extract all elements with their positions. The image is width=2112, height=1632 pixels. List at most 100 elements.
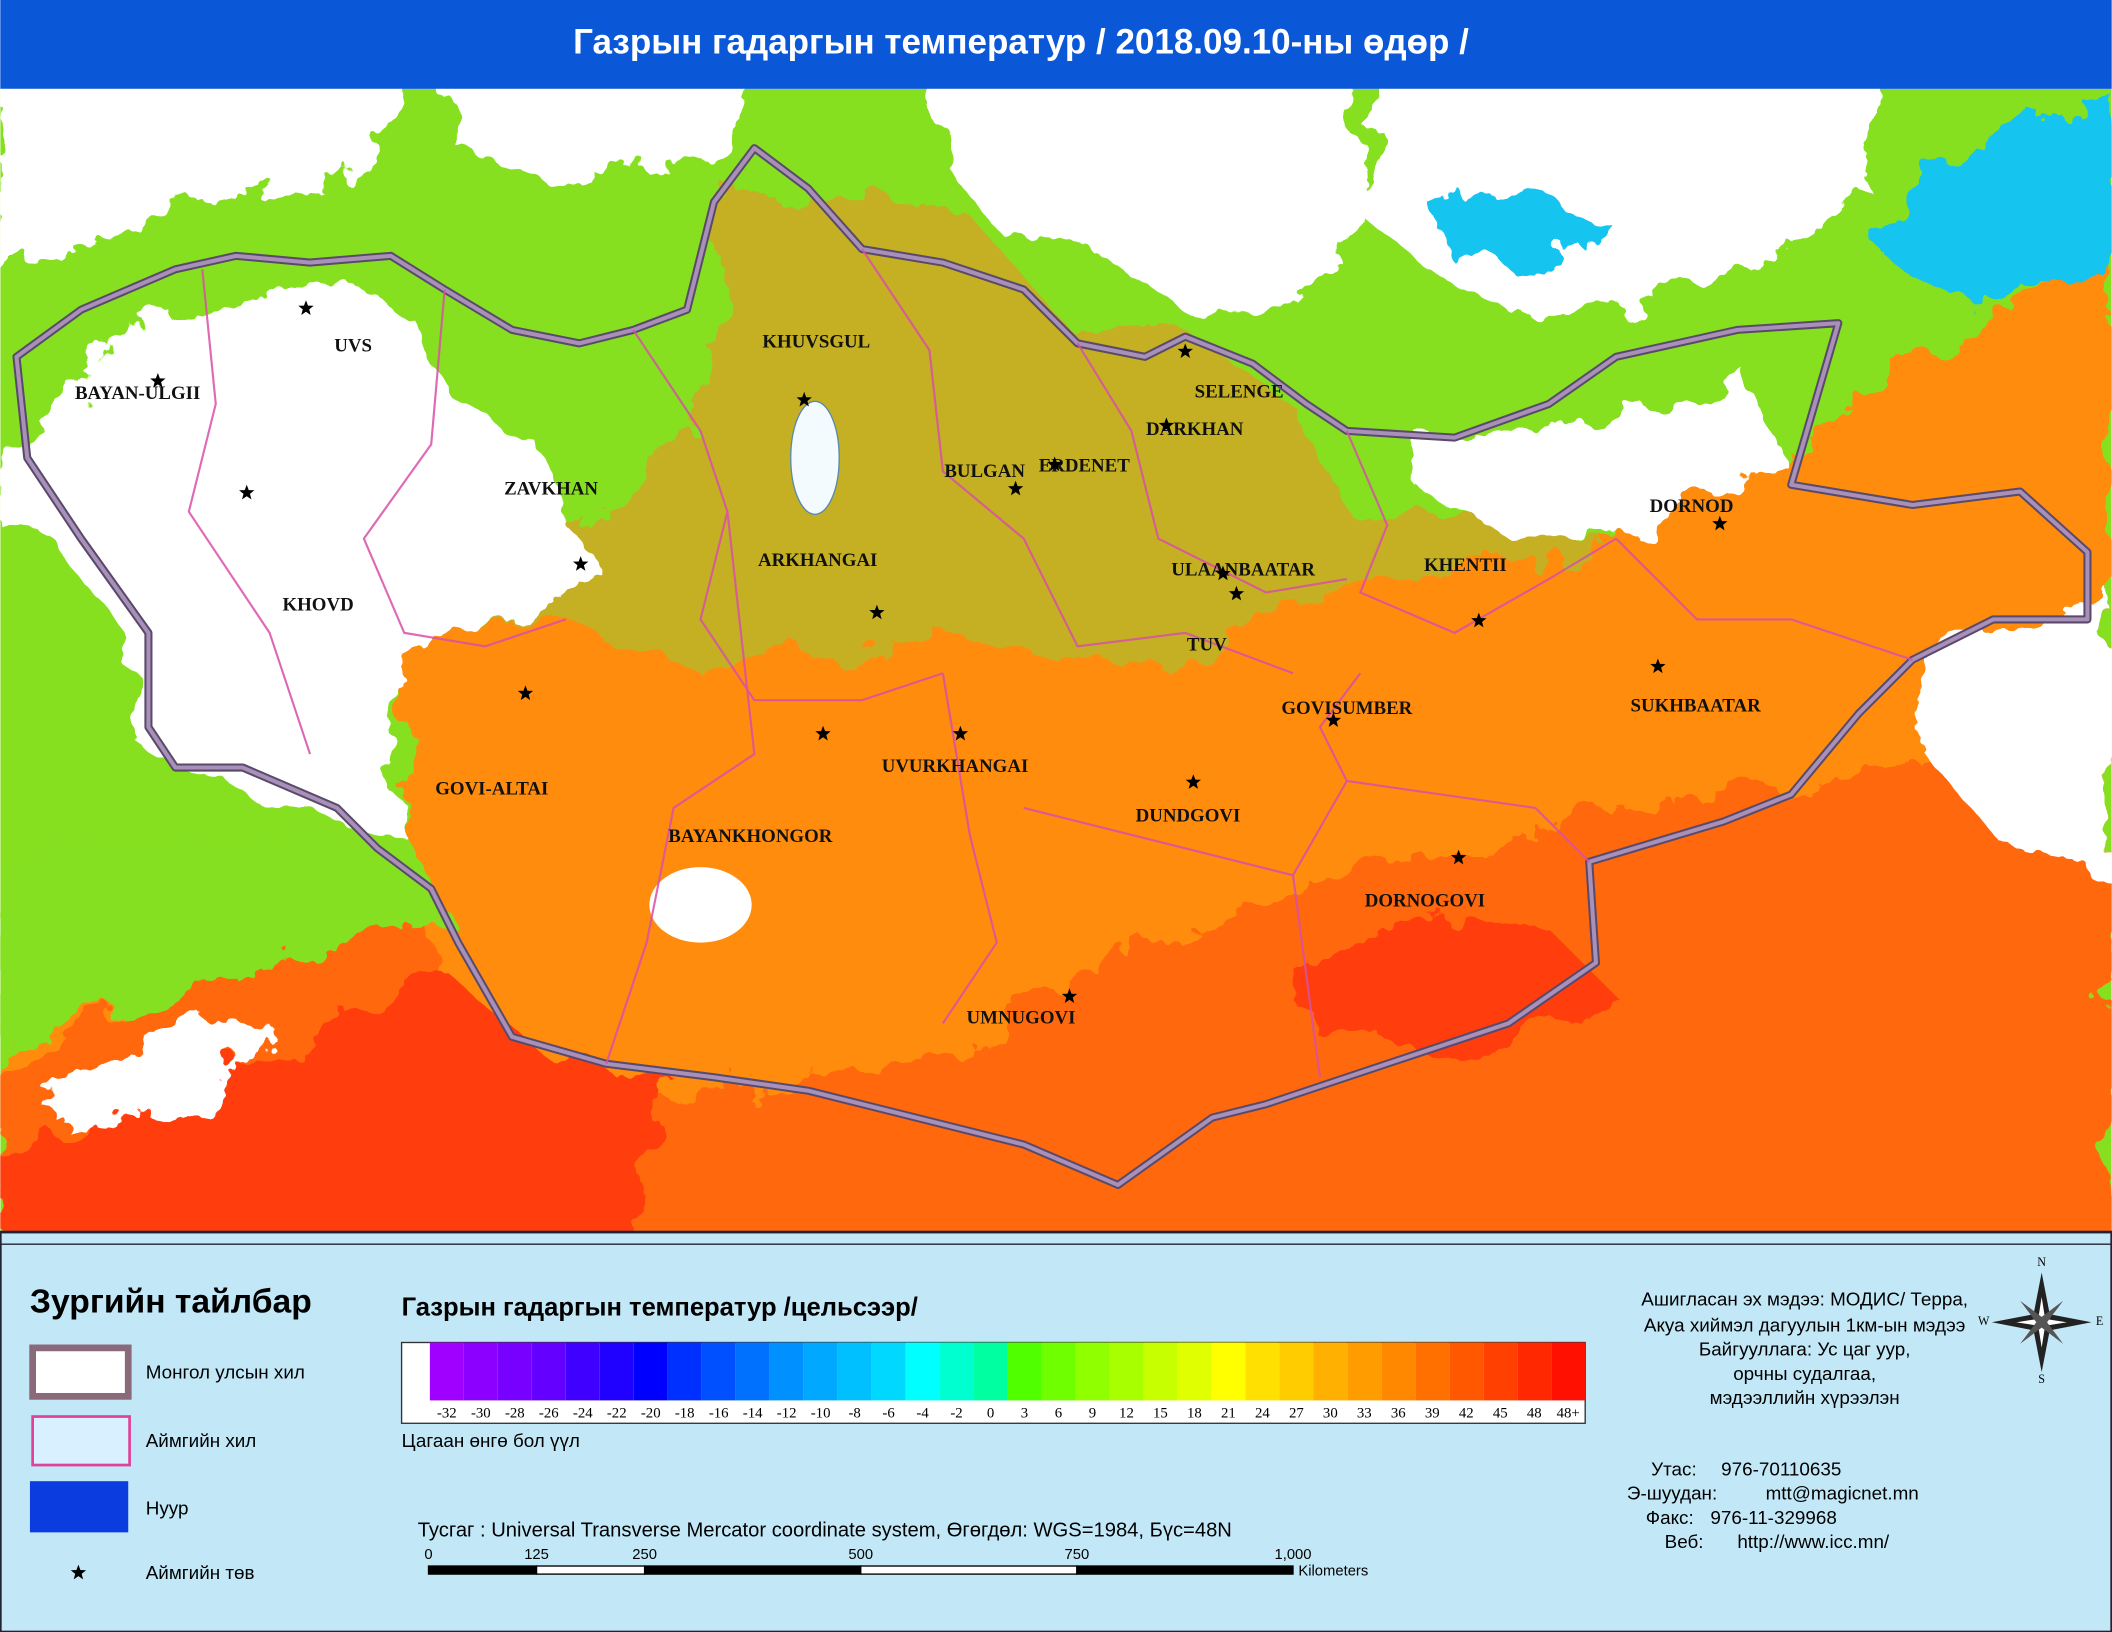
projection: Тусгаг : Universal Transverse Mercator c… xyxy=(418,1519,1232,1541)
aimag-center xyxy=(1046,456,1063,472)
contact-label: Э-шуудан: xyxy=(1627,1483,1717,1504)
scale-segment xyxy=(643,1565,862,1575)
scale-label: 45 xyxy=(1493,1405,1508,1421)
scale-label: -14 xyxy=(743,1405,763,1421)
aimag-center xyxy=(1158,417,1175,433)
scale-label: -22 xyxy=(607,1405,627,1421)
legend-item: Монгол улсын хил xyxy=(146,1361,305,1382)
province-label: DARKHAN xyxy=(1146,419,1244,440)
contact-label: Факс: xyxy=(1646,1507,1694,1528)
title-bar xyxy=(0,0,2112,89)
scale-label: 0 xyxy=(987,1405,994,1421)
color-box xyxy=(1313,1342,1348,1401)
color-box xyxy=(1415,1342,1450,1401)
source-line: Акуа хиймэл дагуулын 1км-ын мэдээ xyxy=(1644,1314,1966,1335)
temperature-map xyxy=(0,88,2112,1233)
province-label: KHOVD xyxy=(282,594,353,615)
aimag-center xyxy=(1061,988,1078,1004)
scale-title: Газрын гадаргын температур /цельсээр/ xyxy=(402,1294,918,1322)
scale-label: 33 xyxy=(1357,1405,1372,1421)
border-symbol xyxy=(29,1344,132,1400)
contact-value: mtt@magicnet.mn xyxy=(1766,1483,1919,1504)
color-box xyxy=(803,1342,838,1401)
color-box xyxy=(871,1342,906,1401)
color-box xyxy=(429,1342,464,1401)
scale-unit: Kilometers xyxy=(1298,1563,1368,1579)
scale-label: 48+ xyxy=(1557,1405,1580,1421)
legend-item: Нуур xyxy=(146,1497,189,1518)
aimag-center xyxy=(1325,712,1342,727)
scale-label: 3 xyxy=(1021,1405,1028,1421)
scale-tick-label: 750 xyxy=(1065,1547,1090,1563)
aimag-center xyxy=(1007,480,1024,496)
lake-symbol xyxy=(29,1481,129,1533)
aimag-center xyxy=(1215,565,1231,581)
color-box xyxy=(905,1342,940,1401)
aimag-center xyxy=(1228,585,1245,601)
color-box xyxy=(769,1342,804,1401)
aimag-center xyxy=(952,725,969,741)
scale-tick-label: 125 xyxy=(524,1547,549,1563)
scale-label: 6 xyxy=(1055,1405,1062,1421)
aimag-center xyxy=(796,391,812,407)
compass-s: S xyxy=(2038,1372,2045,1386)
scale-label: 42 xyxy=(1459,1405,1474,1421)
title: Газрын гадаргын температур / 2018.09.10-… xyxy=(573,23,1469,62)
scale-label: -8 xyxy=(848,1405,860,1421)
scale-label: -16 xyxy=(709,1405,729,1421)
aimag-center xyxy=(1450,849,1467,865)
scale-label: -4 xyxy=(916,1405,929,1421)
aimag-center xyxy=(1177,343,1193,359)
color-box xyxy=(497,1342,532,1401)
province-label: UVURKHANGAI xyxy=(882,756,1029,777)
province-label: ARKHANGAI xyxy=(758,550,877,571)
color-box xyxy=(973,1342,1008,1401)
province-label: GOVI-ALTAI xyxy=(435,779,548,800)
scale-label: -18 xyxy=(675,1405,695,1421)
color-box xyxy=(1381,1342,1416,1401)
color-box xyxy=(1347,1342,1382,1401)
color-box xyxy=(1517,1342,1552,1401)
source-line: Байгууллага: Ус цаг уур, xyxy=(1699,1339,1911,1360)
province-label: GOVISUMBER xyxy=(1281,698,1412,719)
color-box xyxy=(1449,1342,1484,1401)
scale-label: 36 xyxy=(1391,1405,1406,1421)
color-box xyxy=(599,1342,634,1401)
color-box xyxy=(1041,1342,1076,1401)
color-box xyxy=(1279,1342,1314,1401)
compass-w: W xyxy=(1978,1314,1990,1328)
color-box xyxy=(837,1342,872,1401)
aimag-center xyxy=(1650,658,1666,674)
scale-label: 9 xyxy=(1089,1405,1096,1421)
center-symbol xyxy=(70,1564,87,1580)
color-box xyxy=(1075,1342,1110,1401)
cloud-note: Цагаан өнгө бол үүл xyxy=(402,1430,580,1451)
color-box xyxy=(633,1342,668,1401)
contact-label: Утас: xyxy=(1651,1458,1697,1479)
province-label: UMNUGOVI xyxy=(967,1008,1076,1029)
aimag-center xyxy=(815,725,831,741)
compass xyxy=(1991,1272,2092,1373)
province-label: DORNOD xyxy=(1650,496,1734,517)
province-label: BAYAN-ULGII xyxy=(75,383,200,404)
scale-label: -32 xyxy=(437,1405,457,1421)
color-box xyxy=(565,1342,600,1401)
source-line: Ашигласан эх мэдээ: МОДИС/ Терра, xyxy=(1641,1289,1968,1310)
contact-value: 976-11-329968 xyxy=(1710,1507,1836,1528)
province-label: BULGAN xyxy=(944,461,1025,482)
color-box xyxy=(1551,1342,1586,1401)
scale-label: -28 xyxy=(505,1405,525,1421)
scale-label: 48 xyxy=(1527,1405,1542,1421)
aimag-center xyxy=(150,372,166,388)
color-box xyxy=(667,1342,702,1401)
province-label: KHENTII xyxy=(1424,555,1507,576)
scale-label: 24 xyxy=(1255,1405,1270,1421)
scale-tick-label: 250 xyxy=(632,1547,657,1563)
color-box xyxy=(463,1342,498,1401)
color-box xyxy=(531,1342,566,1401)
scale-label: -26 xyxy=(539,1405,559,1421)
province-label: BAYANKHONGOR xyxy=(668,826,832,847)
color-box xyxy=(701,1342,736,1401)
province-label: DORNOGOVI xyxy=(1365,891,1485,912)
